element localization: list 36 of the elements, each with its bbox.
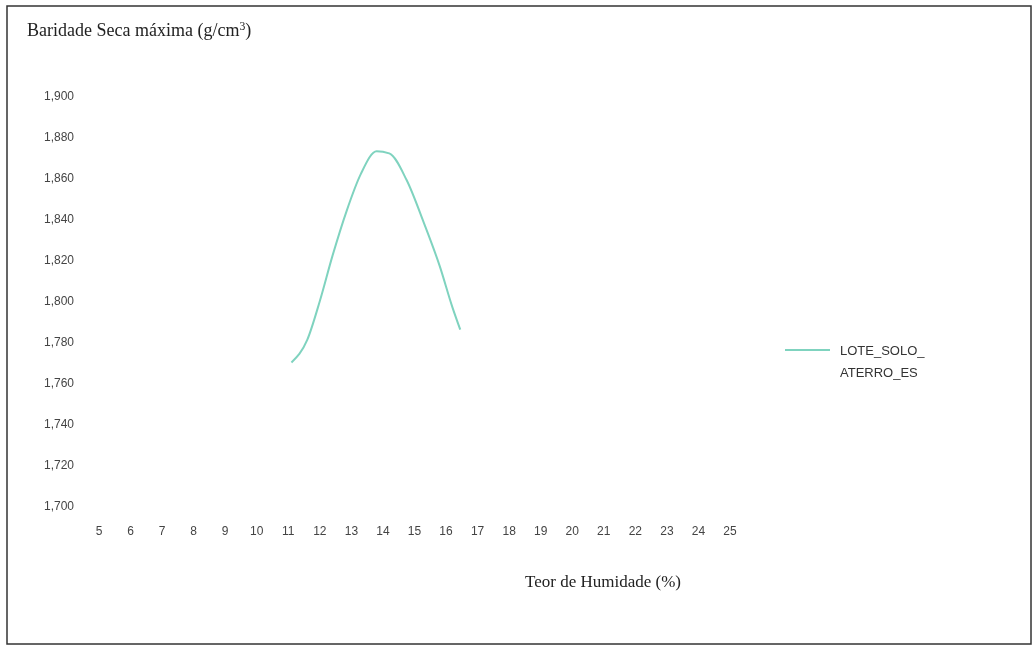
x-tick-label: 15 xyxy=(407,524,422,539)
line-series xyxy=(290,150,462,364)
y-tick-label: 1,780 xyxy=(43,335,75,350)
x-tick-label: 8 xyxy=(190,524,198,539)
x-tick-label: 21 xyxy=(597,524,611,539)
y-tick-label: 1,740 xyxy=(43,417,75,432)
y-tick-label: 1,800 xyxy=(43,294,75,309)
y-tick-label: 1,820 xyxy=(43,253,75,268)
x-tick-label: 11 xyxy=(282,524,295,539)
x-tick-label: 14 xyxy=(376,524,390,539)
x-tick-label: 16 xyxy=(439,524,454,539)
x-tick-label: 12 xyxy=(313,524,327,539)
x-tick-label: 6 xyxy=(127,524,135,539)
x-tick-label: 10 xyxy=(250,524,264,539)
y-tick-label: 1,900 xyxy=(43,89,75,104)
x-tick-label: 7 xyxy=(158,524,166,539)
y-tick-label: 1,720 xyxy=(43,458,75,473)
x-tick-label: 9 xyxy=(221,524,229,539)
legend-label: LOTE_SOLO_ATERRO_ES xyxy=(840,342,926,380)
x-tick-label: 25 xyxy=(723,524,737,539)
y-tick-label: 1,860 xyxy=(43,171,75,186)
x-tick-label: 13 xyxy=(344,524,359,539)
x-tick-label: 22 xyxy=(628,524,643,539)
x-tick-label: 17 xyxy=(470,524,485,539)
y-tick-label: 1,700 xyxy=(43,499,75,514)
x-tick-label: 23 xyxy=(660,524,674,539)
chart-title: Baridade Seca máxima (g/cm$^{3}$) xyxy=(27,19,252,41)
x-tick-label: 5 xyxy=(95,524,103,539)
x-tick-label: 20 xyxy=(565,524,580,539)
x-tick-label: 18 xyxy=(502,524,517,539)
y-tick-label: 1,760 xyxy=(43,376,75,391)
y-tick-label: 1,880 xyxy=(43,130,75,145)
x-axis-title: Teor de Humidade (%) xyxy=(525,572,681,591)
x-tick-label: 19 xyxy=(534,524,548,539)
x-tick-label: 24 xyxy=(691,524,706,539)
y-tick-label: 1,840 xyxy=(43,212,75,227)
